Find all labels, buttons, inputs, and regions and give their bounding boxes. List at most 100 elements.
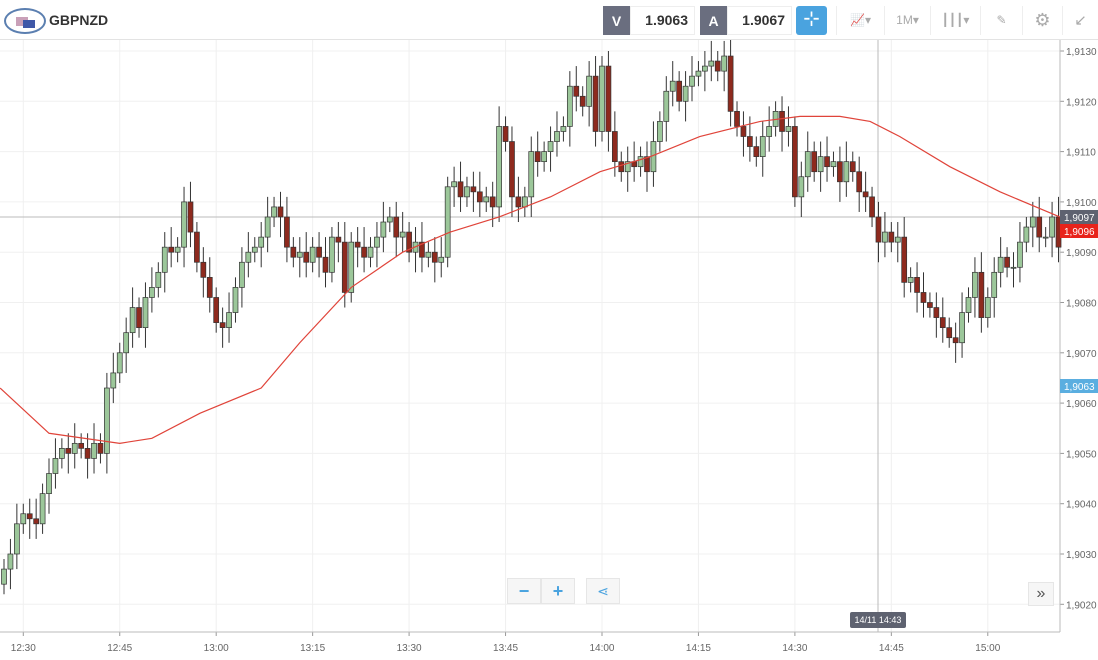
candle-up [682,85,689,102]
price-tick-label: 1,9130 [1066,47,1097,58]
candle-down [727,55,734,112]
crosshair-price-label-bg [1060,209,1098,224]
time-tick-label: 13:15 [300,643,325,654]
candle-up [560,126,567,132]
timeframe-dropdown[interactable]: 1M▾ [884,6,930,35]
candle-down [213,297,220,323]
candle-down [644,156,650,173]
candle-up [702,65,708,72]
candle-up [174,246,181,253]
candlestick-icon: ┃┃┃▾ [941,13,970,27]
candle-up [689,75,695,87]
indicator-icon: 📈▾ [850,13,871,27]
candle-down [927,302,933,308]
candle-up [329,236,335,273]
candle-down [33,518,40,525]
candle-up [39,493,46,525]
candle-down [97,442,104,454]
candle-up [669,80,676,92]
candle-down [824,156,830,168]
candle-down [341,241,348,293]
candle-up [444,186,451,258]
candle-up [521,196,528,208]
candle-down [605,65,612,132]
candle-up [1010,266,1017,269]
candle-up [599,65,605,132]
candle-down [78,442,85,449]
candle-up [483,196,490,203]
candle-style-dropdown[interactable]: ┃┃┃▾ [930,6,980,35]
crosshair-time-label: 14/11 14:43 [855,615,902,625]
zoom-out-button[interactable]: − [507,578,541,604]
candle-down [200,261,207,278]
gbp-nzd-flag-icon[interactable] [4,8,46,34]
candle-up [348,241,355,293]
candle-up [972,271,978,298]
candle-up [785,126,792,132]
candle-down [747,136,753,147]
candle-down [284,216,290,248]
candle-down [84,448,91,459]
candle-down [920,292,927,303]
zoom-in-button[interactable]: + [541,578,575,604]
time-tick-label: 14:45 [879,643,904,654]
candle-up [528,151,535,198]
candle-down [753,146,760,157]
candle-up [464,186,470,198]
candle-up [226,312,232,328]
scroll-right-button[interactable]: » [1028,582,1054,606]
time-tick-label: 14:00 [589,643,614,654]
share-button[interactable]: ⋖ [586,578,620,604]
candle-up [1042,236,1049,239]
candle-down [946,327,953,339]
share-icon: ⋖ [597,583,609,599]
bid-price-label: 1,9063 [1064,382,1095,393]
candle-up [129,307,136,334]
candle-up [20,513,27,525]
chart-type-dropdown[interactable]: 📈▾ [836,6,884,35]
crosshair-button[interactable]: ⊹ [796,6,827,35]
candle-up [637,156,644,168]
candle-down [476,191,483,203]
buy-price-button[interactable]: A 1.9067 [700,6,792,35]
candle-up [708,60,715,67]
price-tick-label: 1,9080 [1066,299,1097,310]
draw-tool-button[interactable]: ✎ [980,6,1022,35]
candle-down [740,126,747,137]
price-tick-label: 1,9020 [1066,600,1097,611]
candle-up [161,246,168,273]
symbol-name: GBPNZD [49,12,109,28]
crosshair-price-label: 1,9097 [1064,213,1095,224]
candle-down [316,246,322,258]
candle-up [984,297,991,318]
candle-up [894,236,901,243]
candle-up [14,523,20,555]
candle-up [882,231,888,243]
collapse-button[interactable]: ↙ [1062,6,1098,35]
candle-down [361,246,367,258]
candle-down [811,151,818,173]
candle-up [155,271,162,288]
sell-price: 1.9063 [630,6,695,35]
candle-down [290,246,297,258]
candle-down [1036,216,1043,238]
candle-up [251,246,258,253]
candle-up [843,161,850,183]
candle-down [779,111,785,132]
candle-up [116,352,123,374]
time-tick-label: 13:45 [493,643,518,654]
candle-up [271,206,277,218]
candle-down [676,80,683,102]
price-tick-label: 1,9120 [1066,97,1097,108]
gear-icon: ⚙ [1034,10,1051,30]
price-chart[interactable]: 1,9130 1,9120 1,9110 1,9100 1,9090 1,9080 1,90… [0,40,1098,660]
candle-down [303,251,310,263]
sell-price-button[interactable]: V 1.9063 [603,6,695,35]
candle-up [71,442,78,454]
settings-button[interactable]: ⚙ [1022,6,1062,35]
toolbar: GBPNZD V 1.9063 A 1.9067 ⊹ 📈▾ 1M▾ ┃┃┃▾ ✎… [0,0,1098,40]
candle-down [354,241,361,248]
candle-up [1,568,7,585]
candle-down [875,216,882,243]
candle-up [232,287,239,313]
